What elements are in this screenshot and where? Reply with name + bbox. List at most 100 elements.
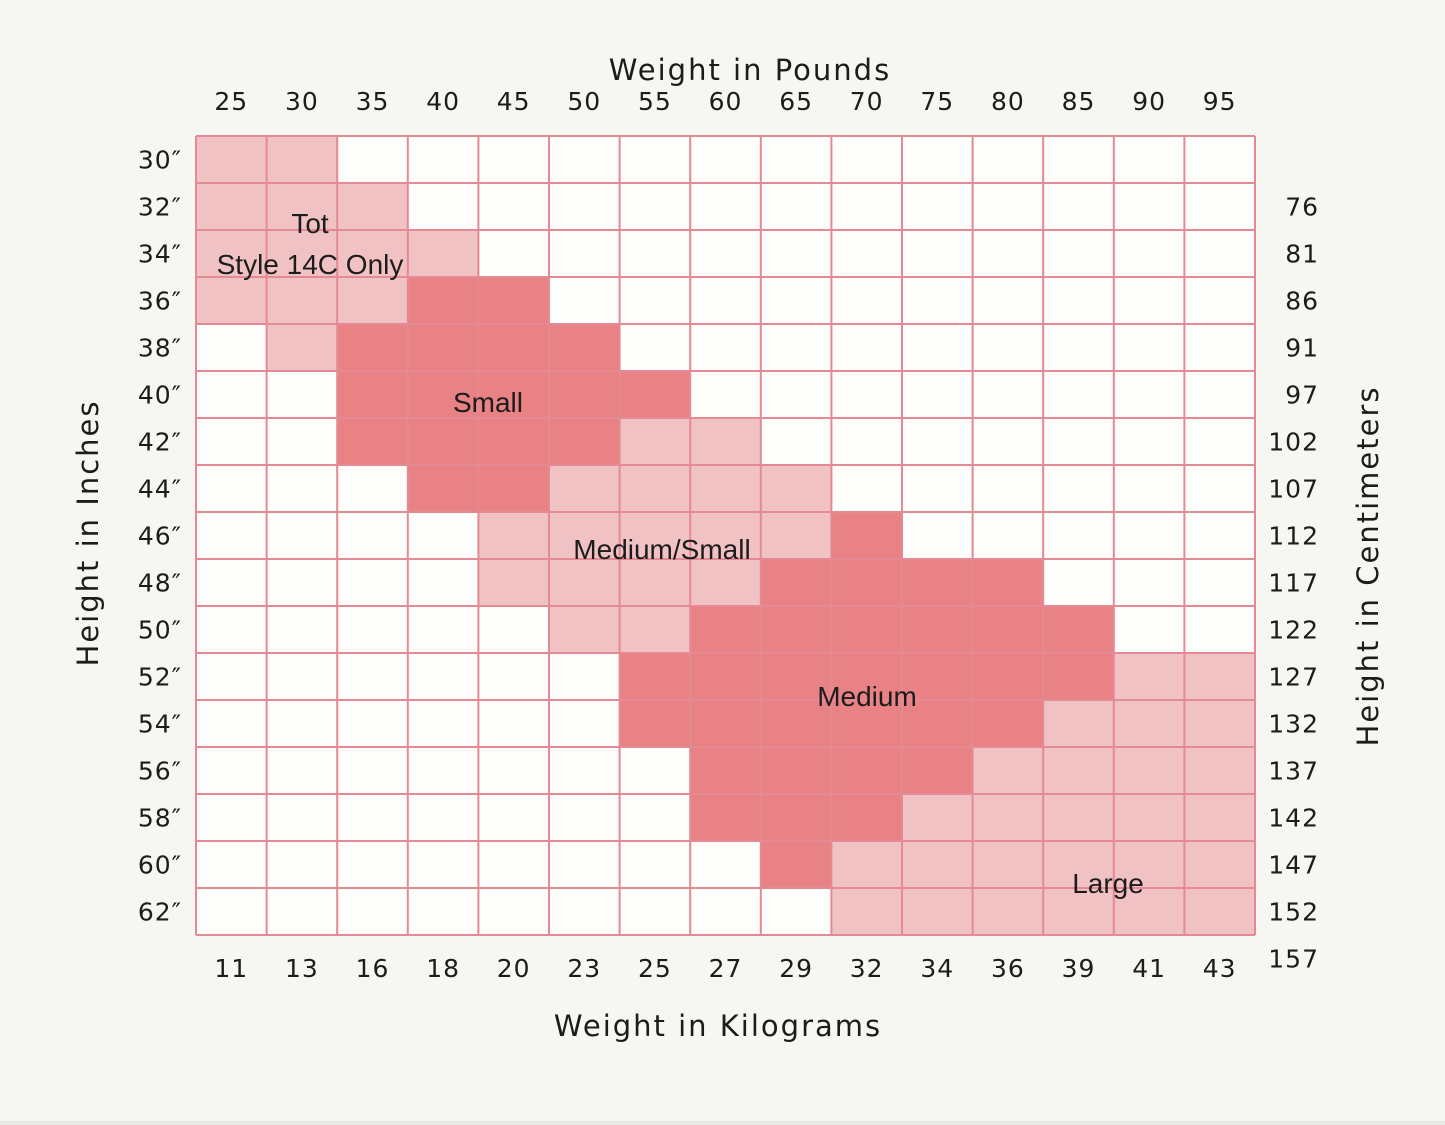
y-left-tick-label: 60″: [138, 851, 182, 880]
region-cell-medium: [1043, 606, 1115, 654]
region-cell-medium: [831, 559, 903, 607]
region-cell-large: [972, 794, 1044, 842]
region-cell-small: [549, 371, 621, 419]
region-cell-small: [337, 324, 409, 372]
region-cell-large: [1184, 794, 1256, 842]
region-cell-medium-small: [690, 512, 762, 560]
region-cell-medium: [760, 606, 832, 654]
region-cell-medium-small: [619, 465, 691, 513]
region-cell-medium: [690, 747, 762, 795]
region-cell-medium-small: [619, 559, 691, 607]
x-top-tick-label: 55: [638, 87, 672, 116]
region-cell-large: [1043, 747, 1115, 795]
region-cell-medium: [690, 794, 762, 842]
region-cell-large: [831, 841, 903, 889]
x-bottom-tick-label: 34: [920, 954, 954, 983]
region-cell-large: [831, 888, 903, 936]
x-bottom-tick-label: 13: [285, 954, 319, 983]
region-cell-medium-small: [760, 465, 832, 513]
x-top-tick-label: 40: [426, 87, 460, 116]
region-label-medium-small: Medium/Small: [573, 534, 750, 565]
x-top-axis-title: Weight in Pounds: [609, 53, 891, 87]
region-cell-medium: [972, 606, 1044, 654]
y-right-tick-label: 97: [1285, 381, 1319, 410]
x-bottom-tick-label: 20: [497, 954, 531, 983]
region-cell-medium: [619, 700, 691, 748]
y-left-tick-label: 50″: [138, 616, 182, 645]
x-top-tick-label: 95: [1203, 87, 1237, 116]
region-cell-large: [1184, 841, 1256, 889]
region-label-tot: Style 14C Only: [217, 249, 404, 280]
region-cell-tot: [196, 277, 268, 325]
region-cell-tot: [266, 324, 338, 372]
y-left-tick-label: 48″: [138, 569, 182, 598]
x-bottom-tick-label: 39: [1062, 954, 1096, 983]
region-cell-medium: [972, 559, 1044, 607]
x-top-tick-label: 80: [991, 87, 1025, 116]
y-left-tick-label: 58″: [138, 804, 182, 833]
region-cell-medium-small: [619, 418, 691, 466]
y-right-axis-title: Height in Centimeters: [1351, 386, 1385, 747]
y-left-axis-title: Height in Inches: [71, 400, 105, 667]
region-cell-large: [1043, 841, 1115, 889]
grid-layer: [195, 135, 1256, 936]
region-cell-large: [902, 841, 974, 889]
y-left-tick-label: 42″: [138, 428, 182, 457]
region-cell-medium: [902, 653, 974, 701]
region-cell-medium-small: [690, 559, 762, 607]
region-cell-small: [407, 418, 479, 466]
region-cell-small: [549, 418, 621, 466]
region-cell-tot: [337, 183, 409, 231]
region-cell-small: [407, 465, 479, 513]
y-right-tick-label: 132: [1268, 710, 1319, 739]
region-cell-tot: [337, 277, 409, 325]
region-cell-small: [337, 418, 409, 466]
region-cell-medium: [760, 559, 832, 607]
region-cell-small: [478, 465, 550, 513]
y-left-tick-label: 38″: [138, 334, 182, 363]
region-cell-small: [478, 371, 550, 419]
region-cell-medium: [902, 700, 974, 748]
x-bottom-tick-label: 41: [1132, 954, 1166, 983]
x-top-tick-label: 45: [497, 87, 531, 116]
x-bottom-tick-label: 25: [638, 954, 672, 983]
region-cell-small: [619, 371, 691, 419]
x-bottom-tick-label: 11: [214, 954, 248, 983]
region-cell-small: [549, 324, 621, 372]
region-cell-medium: [972, 700, 1044, 748]
region-cell-large: [1184, 888, 1256, 936]
region-cell-large: [1113, 794, 1185, 842]
y-left-tick-label: 46″: [138, 522, 182, 551]
x-top-tick-label: 50: [567, 87, 601, 116]
x-top-tick-label: 70: [850, 87, 884, 116]
region-cell-medium: [690, 700, 762, 748]
region-cell-small: [407, 277, 479, 325]
region-cell-tot: [196, 136, 268, 184]
region-cell-medium: [902, 606, 974, 654]
region-cell-large: [1113, 888, 1185, 936]
region-cell-medium-small: [478, 559, 550, 607]
x-top-tick-label: 25: [214, 87, 248, 116]
y-left-tick-label: 34″: [138, 240, 182, 269]
region-cell-medium-small: [549, 512, 621, 560]
region-cell-tot: [196, 183, 268, 231]
region-cell-large: [902, 888, 974, 936]
x-top-tick-label: 85: [1062, 87, 1096, 116]
region-cell-medium: [902, 747, 974, 795]
region-cell-tot: [266, 183, 338, 231]
region-cell-tot: [337, 230, 409, 278]
region-cell-medium: [690, 653, 762, 701]
region-label-small: Small: [453, 387, 523, 418]
y-right-tick-label: 142: [1268, 804, 1319, 833]
region-cell-medium-small: [619, 512, 691, 560]
region-cell-medium-small: [549, 559, 621, 607]
region-cell-tot: [266, 277, 338, 325]
region-cell-medium: [619, 653, 691, 701]
region-cell-medium: [831, 794, 903, 842]
x-bottom-tick-label: 27: [709, 954, 743, 983]
region-cell-medium: [831, 653, 903, 701]
region-cell-large: [1184, 747, 1256, 795]
region-cell-medium: [831, 700, 903, 748]
region-cell-large: [1113, 747, 1185, 795]
region-cell-medium: [1043, 653, 1115, 701]
